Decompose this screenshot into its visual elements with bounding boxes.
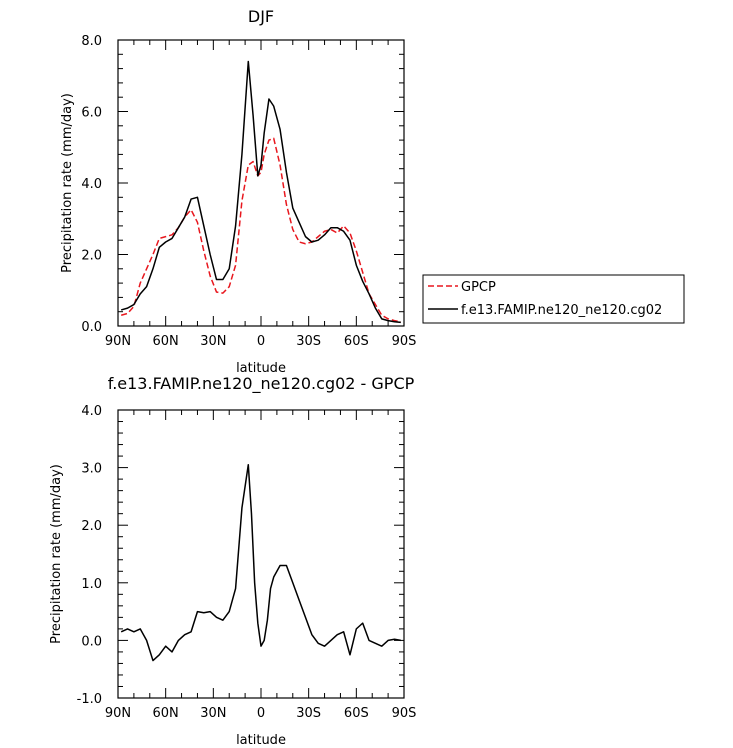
y-axis-label: Precipitation rate (mm/day) [60, 93, 75, 273]
axis-ticks: 90N 60N 30N 0 30S 60S 90S 0.0 2.0 4.0 6.0 8.0 [81, 34, 416, 349]
x-tick-label: 60N [153, 334, 179, 349]
y-tick-label: -1.0 [77, 692, 102, 707]
x-tick-label: 30N [200, 334, 226, 349]
x-tick-label: 30N [200, 706, 226, 721]
x-tick-label: 90S [392, 334, 417, 349]
y-tick-label: 0.0 [81, 320, 102, 335]
y-tick-label: 4.0 [81, 404, 102, 419]
legend-label-gpcp: GPCP [461, 280, 496, 295]
x-tick-label: 0 [257, 334, 265, 349]
chart-title: f.e13.FAMIP.ne120_ne120.cg02 - GPCP [108, 374, 415, 394]
plot-frame [117, 39, 405, 327]
chart-djf: DJF 90N 60N 30N 0 30S 60S 90S 0.0 2.0 4.0 6.0 8.0 l… [60, 7, 416, 376]
legend: GPCP f.e13.FAMIP.ne120_ne120.cg02 [422, 274, 685, 324]
y-tick-label: 6.0 [81, 106, 102, 121]
chart-marks [120, 60, 401, 324]
x-tick-label: 60S [344, 334, 369, 349]
y-tick-label: 2.0 [81, 519, 102, 534]
x-tick-label: 90N [105, 334, 131, 349]
series-line-1 [120, 60, 401, 324]
legend-label-model: f.e13.FAMIP.ne120_ne120.cg02 [461, 303, 662, 318]
series-line-0 [120, 463, 401, 662]
y-tick-label: 1.0 [81, 577, 102, 592]
series-line-0 [120, 137, 401, 323]
x-tick-label: 30S [296, 706, 321, 721]
plot-frame [117, 409, 405, 699]
y-tick-label: 8.0 [81, 34, 102, 49]
x-tick-label: 60N [153, 706, 179, 721]
x-tick-label: 60S [344, 706, 369, 721]
y-axis-label: Precipitation rate (mm/day) [49, 464, 64, 644]
x-tick-label: 0 [257, 706, 265, 721]
chart-difference: f.e13.FAMIP.ne120_ne120.cg02 - GPCP 90N 6… [49, 374, 416, 748]
legend-box [422, 274, 685, 324]
chart-title: DJF [248, 7, 274, 26]
chart-marks [120, 463, 401, 662]
x-axis-label: latitude [236, 361, 286, 376]
y-tick-label: 0.0 [81, 634, 102, 649]
y-tick-label: 2.0 [81, 249, 102, 264]
x-tick-label: 30S [296, 334, 321, 349]
y-tick-label: 4.0 [81, 177, 102, 192]
y-tick-label: 3.0 [81, 462, 102, 477]
x-tick-label: 90N [105, 706, 131, 721]
axis-ticks: 90N 60N 30N 0 30S 60S 90S -1.0 0.0 1.0 2.0 3.0 4.0 [77, 404, 417, 721]
x-axis-label: latitude [236, 733, 286, 748]
x-tick-label: 90S [392, 706, 417, 721]
